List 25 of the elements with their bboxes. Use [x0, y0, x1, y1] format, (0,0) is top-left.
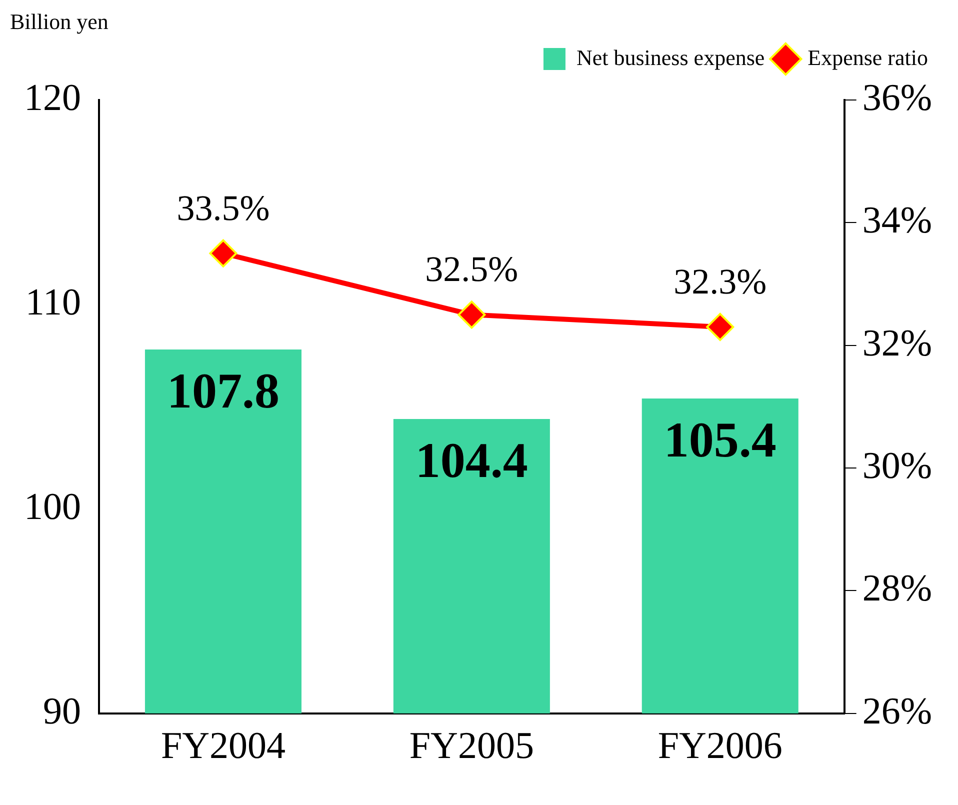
x-tick-label: FY2006 [658, 725, 782, 768]
y-tick-label: 120 [24, 76, 81, 119]
y2-tick-label: 28% [862, 568, 932, 610]
legend-label: Expense ratio [808, 44, 928, 70]
x-tick-label: FY2005 [409, 725, 534, 768]
y2-tick-label: 34% [862, 200, 932, 242]
data-label: 33.5% [176, 188, 270, 228]
y2-tick-label: 32% [862, 322, 932, 364]
data-label: 105.4 [664, 411, 776, 468]
y-tick-label: 100 [24, 486, 81, 528]
point [706, 312, 734, 341]
y-tick-label: 110 [25, 281, 81, 324]
y2-tick-label: 36% [862, 76, 932, 119]
y2-tick-label: 30% [862, 445, 932, 488]
y-tick-label: 90 [43, 690, 81, 732]
point [209, 239, 238, 268]
data-label: 32.5% [425, 249, 518, 290]
y2-tick-label: 26% [862, 690, 932, 732]
data-label: 107.8 [166, 362, 280, 418]
data-label: 104.4 [415, 432, 528, 488]
data-label: 32.3% [674, 261, 767, 302]
y-axis-title: Billion yen [10, 8, 108, 34]
x-tick-label: FY2004 [160, 725, 286, 768]
legend-label: Net business expense [576, 44, 765, 70]
point [458, 300, 486, 329]
